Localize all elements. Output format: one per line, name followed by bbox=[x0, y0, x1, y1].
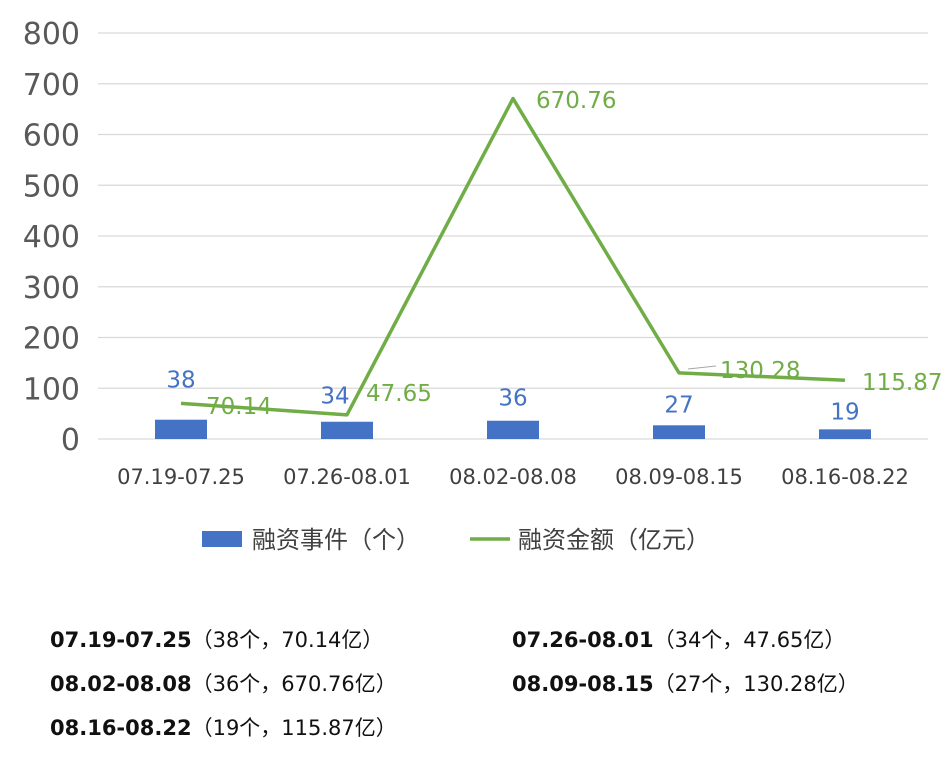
y-tick-label: 600 bbox=[23, 119, 80, 154]
label-leader-line bbox=[687, 365, 717, 370]
note-item: 08.16-08.22（19个，115.87亿） bbox=[50, 716, 397, 740]
bar bbox=[487, 420, 539, 439]
bar bbox=[321, 421, 373, 439]
y-tick-label: 0 bbox=[61, 423, 80, 458]
y-tick-label: 300 bbox=[23, 271, 80, 306]
y-tick-label: 800 bbox=[23, 17, 80, 52]
note-item: 07.19-07.25（38个，70.14亿） bbox=[50, 628, 384, 652]
line-data-label: 130.28 bbox=[720, 358, 800, 384]
bar-data-label: 27 bbox=[664, 392, 693, 418]
bar bbox=[819, 429, 871, 439]
x-tick-label: 08.02-08.08 bbox=[449, 465, 577, 489]
x-tick-label: 08.09-08.15 bbox=[615, 465, 743, 489]
legend-label-line: 融资金额（亿元） bbox=[518, 526, 710, 554]
line-data-label: 670.76 bbox=[536, 88, 616, 114]
x-tick-label: 07.19-07.25 bbox=[117, 465, 245, 489]
y-tick-label: 100 bbox=[23, 372, 80, 407]
bar-data-label: 19 bbox=[830, 399, 859, 425]
bar-data-label: 38 bbox=[166, 368, 195, 394]
legend-label-bar: 融资事件（个） bbox=[252, 526, 420, 554]
bar-data-label: 34 bbox=[320, 384, 349, 410]
y-tick-label: 200 bbox=[23, 322, 80, 357]
legend-swatch-bar bbox=[202, 531, 242, 547]
note-item: 07.26-08.01（34个，47.65亿） bbox=[512, 628, 846, 652]
bar bbox=[155, 419, 207, 439]
note-item: 08.09-08.15（27个，130.28亿） bbox=[512, 672, 859, 696]
bar-data-label: 36 bbox=[498, 386, 527, 412]
y-tick-label: 500 bbox=[23, 169, 80, 204]
x-tick-label: 08.16-08.22 bbox=[781, 465, 909, 489]
line-data-label: 115.87 bbox=[862, 370, 942, 396]
y-tick-label: 400 bbox=[23, 220, 80, 255]
y-tick-label: 700 bbox=[23, 68, 80, 103]
chart: 0 100 200 300 400 500 600 700 800 07.19-07.25 07.2… bbox=[23, 17, 943, 554]
line-data-label: 47.65 bbox=[366, 381, 432, 407]
bar bbox=[653, 425, 705, 439]
note-item: 08.02-08.08（36个，670.76亿） bbox=[50, 672, 397, 696]
x-tick-label: 07.26-08.01 bbox=[283, 465, 411, 489]
line-data-label: 70.14 bbox=[206, 394, 272, 420]
